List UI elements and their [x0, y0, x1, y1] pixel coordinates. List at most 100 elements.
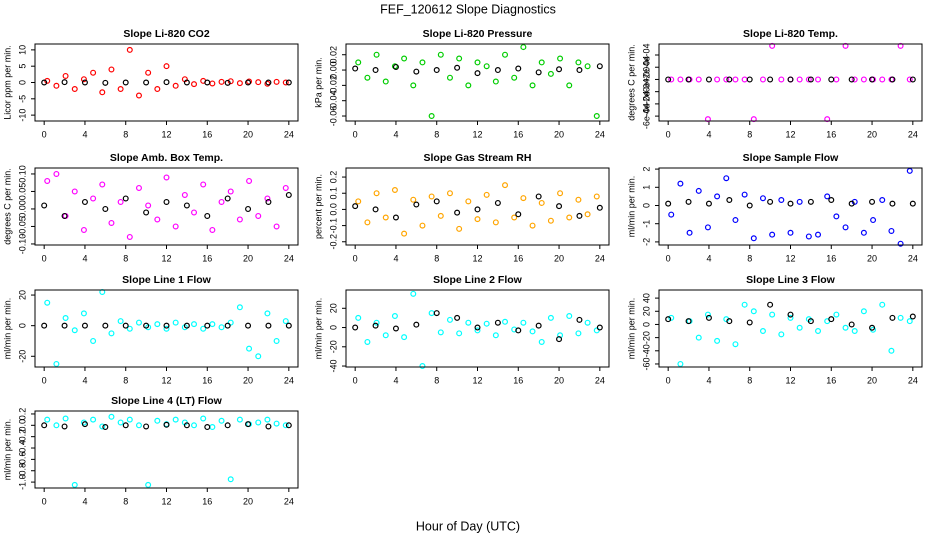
data-point	[419, 363, 426, 370]
data-point	[44, 177, 51, 184]
y-tick-label: -0.10	[17, 234, 27, 255]
data-point	[889, 314, 896, 321]
data-point	[145, 481, 152, 488]
data-point	[437, 329, 444, 336]
data-point	[102, 79, 109, 86]
data-point	[665, 76, 672, 83]
data-point	[677, 180, 684, 187]
y-tick-label: -0.6	[17, 452, 27, 468]
x-tick-label: 16	[202, 253, 212, 263]
data-point	[557, 55, 564, 62]
data-point	[746, 76, 753, 83]
x-tick-label: 0	[353, 129, 358, 139]
data-point	[787, 229, 794, 236]
data-point	[833, 213, 840, 220]
data-point	[685, 76, 692, 83]
plot-frame	[34, 43, 299, 122]
data-point	[99, 89, 106, 96]
data-point	[704, 116, 711, 123]
y-tick-label: -0.04	[328, 90, 338, 111]
x-tick-label: 0	[42, 253, 47, 263]
y-tick-label: 4e-04	[641, 43, 651, 66]
x-tick-label: 4	[82, 253, 87, 263]
data-point	[135, 92, 142, 99]
data-point	[767, 198, 774, 205]
data-point	[255, 419, 262, 426]
data-point	[183, 202, 190, 209]
data-point	[665, 316, 672, 323]
data-point	[273, 78, 280, 85]
data-point	[428, 113, 435, 120]
data-point	[218, 198, 225, 205]
panel-title: Slope Li-820 CO2	[123, 28, 210, 40]
data-point	[372, 322, 379, 329]
data-point	[163, 63, 170, 70]
data-point	[135, 319, 142, 326]
data-point	[413, 201, 420, 208]
data-point	[584, 63, 591, 70]
data-point	[62, 415, 69, 422]
data-point	[529, 328, 536, 335]
data-point	[556, 66, 563, 73]
data-point	[285, 422, 292, 429]
x-tick-label: 0	[42, 496, 47, 506]
data-point	[172, 416, 179, 423]
data-point	[401, 230, 408, 237]
data-point	[236, 304, 243, 311]
data-point	[191, 422, 198, 429]
data-point	[410, 196, 417, 203]
y-tick-label: -20	[17, 350, 27, 363]
data-point	[172, 319, 179, 326]
data-point	[204, 424, 211, 431]
data-point	[53, 170, 60, 177]
data-point	[906, 318, 913, 325]
data-point	[117, 419, 124, 426]
y-tick-label: -0.1	[328, 218, 338, 234]
data-point	[556, 336, 563, 343]
data-point	[143, 423, 150, 430]
data-point	[502, 51, 509, 58]
x-tick-label: 20	[243, 496, 253, 506]
data-point	[41, 322, 48, 329]
y-tick-label: -20	[641, 331, 651, 344]
x-tick-label: 20	[867, 129, 877, 139]
data-point	[842, 324, 849, 331]
data-point	[364, 338, 371, 345]
x-tick-label: 4	[393, 129, 398, 139]
data-point	[154, 417, 161, 424]
data-point	[750, 235, 757, 242]
data-point	[842, 224, 849, 231]
data-point	[446, 74, 453, 81]
x-tick-label: 24	[595, 375, 605, 385]
y-tick-label: 20	[17, 290, 27, 300]
data-point	[494, 67, 501, 74]
x-tick-label: 16	[513, 129, 523, 139]
data-point	[227, 78, 234, 85]
data-point	[535, 193, 542, 200]
data-point	[456, 225, 463, 232]
data-point	[90, 195, 97, 202]
x-tick-label: 12	[472, 129, 482, 139]
y-tick-label: 0.1	[328, 187, 338, 200]
data-point	[520, 319, 527, 326]
y-tick-label: 0.00	[328, 61, 338, 79]
data-point	[474, 70, 481, 77]
y-tick-label: -5	[17, 95, 27, 103]
data-point	[255, 212, 262, 219]
data-point	[726, 197, 733, 204]
y-tick-label: -60	[641, 357, 651, 370]
data-point	[355, 59, 362, 66]
data-point	[273, 223, 280, 230]
data-point	[515, 211, 522, 218]
data-point	[143, 322, 150, 329]
data-point	[126, 325, 133, 332]
data-point	[575, 196, 582, 203]
data-point	[769, 311, 776, 318]
data-point	[145, 202, 152, 209]
x-tick-label: 4	[82, 375, 87, 385]
data-point	[372, 206, 379, 213]
x-tick-label: 0	[666, 129, 671, 139]
data-point	[61, 212, 68, 219]
data-point	[787, 314, 794, 321]
